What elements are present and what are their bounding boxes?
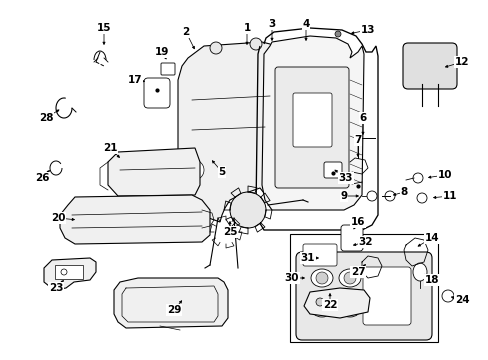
Polygon shape bbox=[304, 288, 369, 318]
Polygon shape bbox=[108, 148, 200, 196]
FancyBboxPatch shape bbox=[362, 267, 410, 325]
Polygon shape bbox=[262, 36, 363, 210]
Text: 12: 12 bbox=[454, 57, 468, 67]
Text: 29: 29 bbox=[166, 305, 181, 315]
Circle shape bbox=[343, 302, 355, 314]
FancyBboxPatch shape bbox=[295, 252, 431, 340]
FancyBboxPatch shape bbox=[340, 225, 362, 251]
Text: 10: 10 bbox=[437, 170, 451, 180]
Text: 26: 26 bbox=[35, 173, 49, 183]
Circle shape bbox=[315, 272, 327, 284]
Ellipse shape bbox=[338, 269, 360, 287]
Text: 22: 22 bbox=[322, 300, 337, 310]
Circle shape bbox=[441, 290, 453, 302]
Circle shape bbox=[209, 42, 222, 54]
Circle shape bbox=[353, 238, 361, 246]
FancyBboxPatch shape bbox=[161, 63, 175, 75]
Text: 25: 25 bbox=[223, 227, 237, 237]
Text: 9: 9 bbox=[340, 191, 347, 201]
Ellipse shape bbox=[412, 263, 426, 281]
Ellipse shape bbox=[310, 269, 332, 287]
Text: 19: 19 bbox=[155, 47, 169, 57]
Polygon shape bbox=[178, 42, 287, 222]
Text: 20: 20 bbox=[51, 213, 65, 223]
Text: 7: 7 bbox=[354, 135, 361, 145]
FancyBboxPatch shape bbox=[143, 78, 170, 108]
Text: 24: 24 bbox=[454, 295, 468, 305]
Text: 8: 8 bbox=[400, 187, 407, 197]
Circle shape bbox=[334, 31, 340, 37]
Ellipse shape bbox=[310, 299, 332, 317]
Circle shape bbox=[249, 38, 262, 50]
Circle shape bbox=[412, 173, 422, 183]
FancyBboxPatch shape bbox=[324, 162, 341, 178]
Circle shape bbox=[61, 269, 67, 275]
Polygon shape bbox=[114, 278, 227, 328]
Circle shape bbox=[416, 193, 426, 203]
Circle shape bbox=[384, 191, 394, 201]
Text: 16: 16 bbox=[350, 217, 365, 227]
Text: 11: 11 bbox=[442, 191, 456, 201]
Polygon shape bbox=[60, 195, 209, 244]
Text: 14: 14 bbox=[424, 233, 438, 243]
Circle shape bbox=[343, 272, 355, 284]
Text: 15: 15 bbox=[97, 23, 111, 33]
Text: 3: 3 bbox=[268, 19, 275, 29]
Text: 32: 32 bbox=[358, 237, 372, 247]
FancyBboxPatch shape bbox=[292, 93, 331, 147]
Text: 5: 5 bbox=[218, 167, 225, 177]
Text: 18: 18 bbox=[424, 275, 438, 285]
FancyBboxPatch shape bbox=[303, 244, 336, 266]
Text: 27: 27 bbox=[350, 267, 365, 277]
Circle shape bbox=[315, 298, 324, 306]
FancyBboxPatch shape bbox=[402, 43, 456, 89]
FancyBboxPatch shape bbox=[274, 67, 348, 188]
Text: 17: 17 bbox=[127, 75, 142, 85]
Text: 13: 13 bbox=[360, 25, 374, 35]
Text: 31: 31 bbox=[300, 253, 315, 263]
Bar bbox=[55, 265, 83, 279]
Polygon shape bbox=[44, 258, 96, 290]
Ellipse shape bbox=[338, 299, 360, 317]
Text: 6: 6 bbox=[359, 113, 366, 123]
Text: 30: 30 bbox=[284, 273, 299, 283]
Circle shape bbox=[183, 160, 203, 180]
Text: 4: 4 bbox=[302, 19, 309, 29]
Text: 2: 2 bbox=[182, 27, 189, 37]
Circle shape bbox=[229, 192, 265, 228]
Text: 21: 21 bbox=[102, 143, 117, 153]
Text: 1: 1 bbox=[243, 23, 250, 33]
FancyBboxPatch shape bbox=[289, 234, 437, 342]
Circle shape bbox=[315, 302, 327, 314]
Circle shape bbox=[366, 191, 376, 201]
Text: 33: 33 bbox=[338, 173, 352, 183]
Text: 28: 28 bbox=[39, 113, 53, 123]
Text: 23: 23 bbox=[49, 283, 63, 293]
